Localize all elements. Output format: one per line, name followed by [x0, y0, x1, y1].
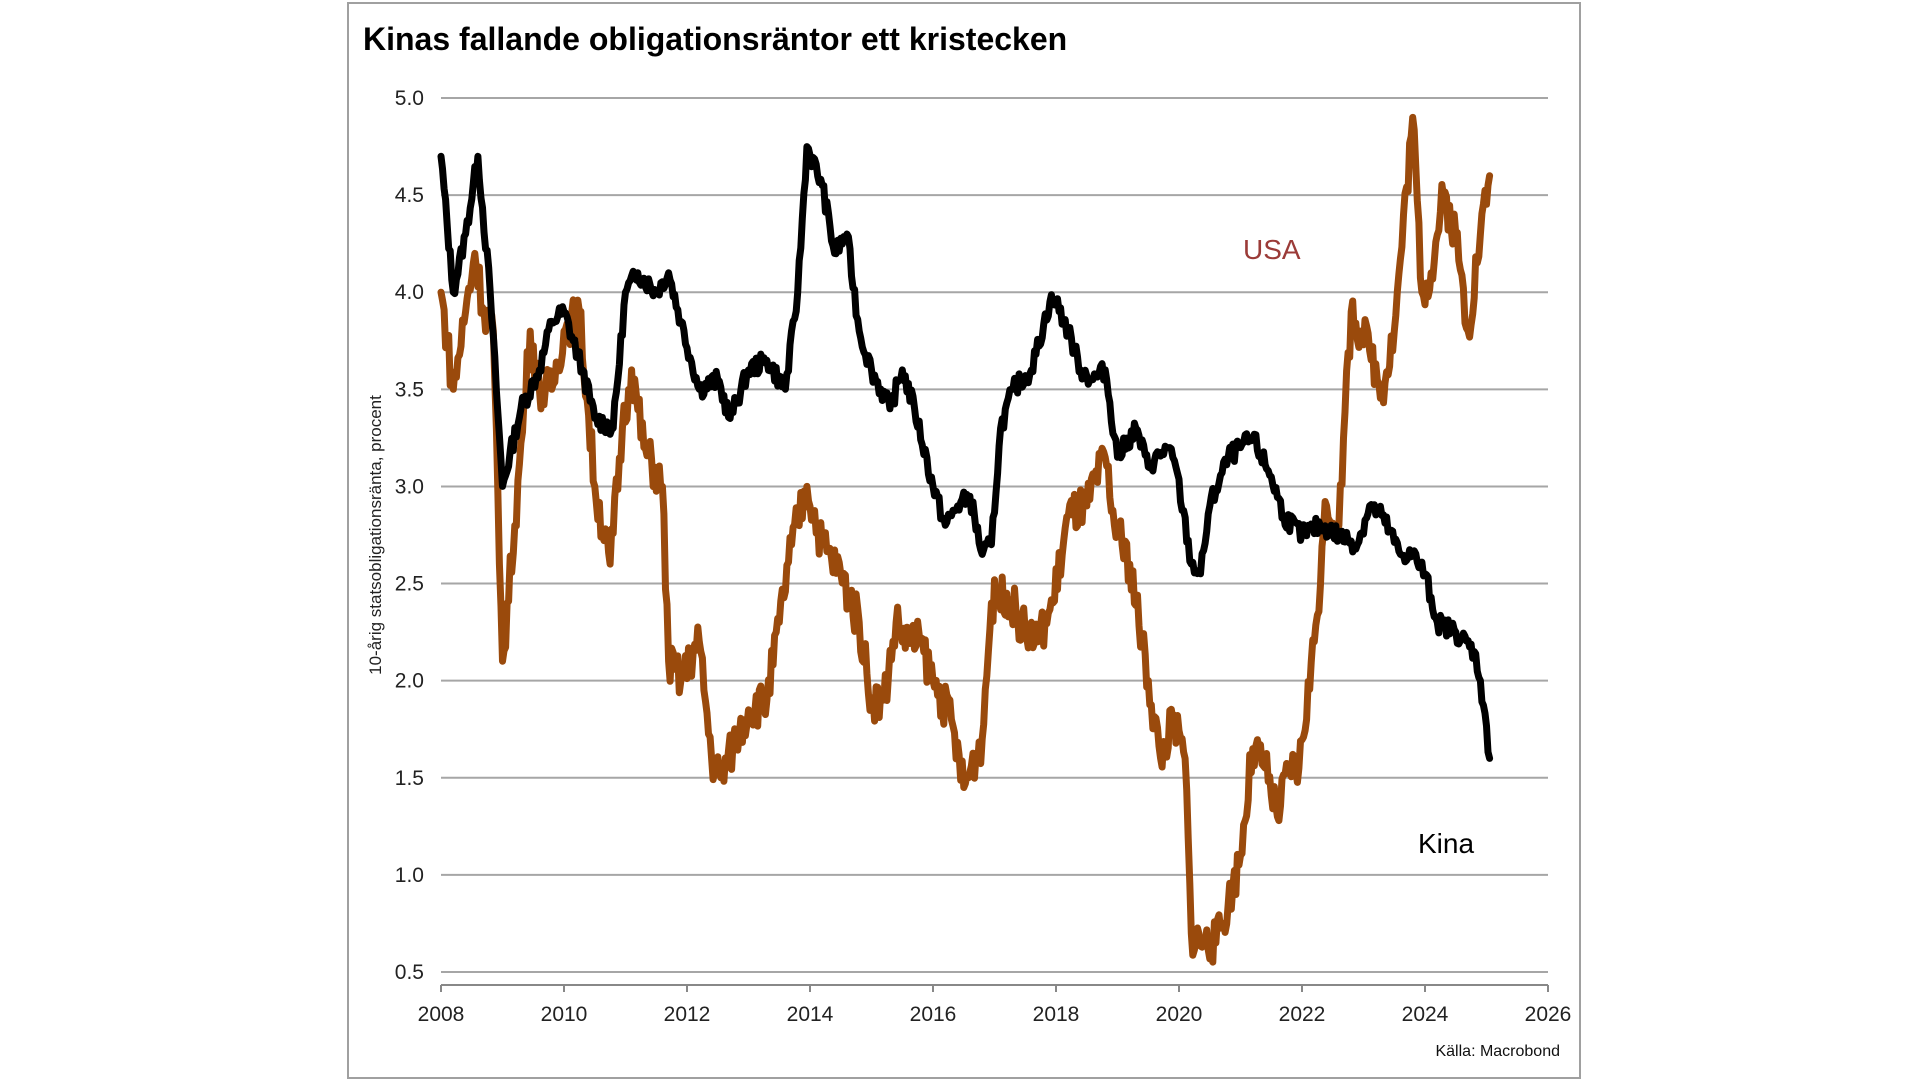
- x-tick-label: 2014: [787, 1003, 834, 1026]
- x-tick-label: 2008: [418, 1003, 465, 1026]
- x-tick-label: 2010: [541, 1003, 588, 1026]
- x-tick-label: 2024: [1402, 1003, 1449, 1026]
- series-lines: [437, 113, 1494, 966]
- y-tick-label: 4.5: [395, 184, 424, 207]
- chart-title: Kinas fallande obligationsräntor ett kri…: [363, 21, 1067, 57]
- y-tick-label: 3.0: [395, 475, 424, 498]
- x-tick-label: 2020: [1156, 1003, 1203, 1026]
- y-tick-label: 3.5: [395, 378, 424, 401]
- x-tick-label: 2018: [1033, 1003, 1080, 1026]
- y-tick-label: 4.0: [395, 281, 424, 304]
- y-tick-label: 5.0: [395, 87, 424, 110]
- chart-frame: [347, 2, 1581, 1079]
- x-tick-label: 2026: [1525, 1003, 1572, 1026]
- y-axis-label: 10-årig statsobligationsränta, procent: [366, 395, 385, 675]
- x-axis: 2008 2010 2012 2014 2016 2018 2020 2022 2024 2026: [418, 984, 1572, 1026]
- gridlines: [441, 97, 1548, 973]
- source-note: Källa: Macrobond: [1435, 1043, 1560, 1060]
- y-tick-label: 2.0: [395, 670, 424, 693]
- y-tick-label: 1.0: [395, 864, 424, 887]
- series-label-usa: USA: [1243, 234, 1301, 265]
- series-line-usa: [437, 113, 1494, 966]
- series-line-kina: [437, 143, 1494, 762]
- y-tick-label: 1.5: [395, 767, 424, 790]
- x-tick-label: 2012: [664, 1003, 711, 1026]
- y-axis-ticks: 5.0 4.5 4.0 3.5 3.0 2.5 2.0 1.5 1.0 0.5: [395, 87, 424, 984]
- y-tick-label: 2.5: [395, 573, 424, 596]
- y-tick-label: 0.5: [395, 961, 424, 984]
- x-tick-label: 2022: [1279, 1003, 1326, 1026]
- series-label-kina: Kina: [1418, 828, 1474, 859]
- x-tick-label: 2016: [910, 1003, 957, 1026]
